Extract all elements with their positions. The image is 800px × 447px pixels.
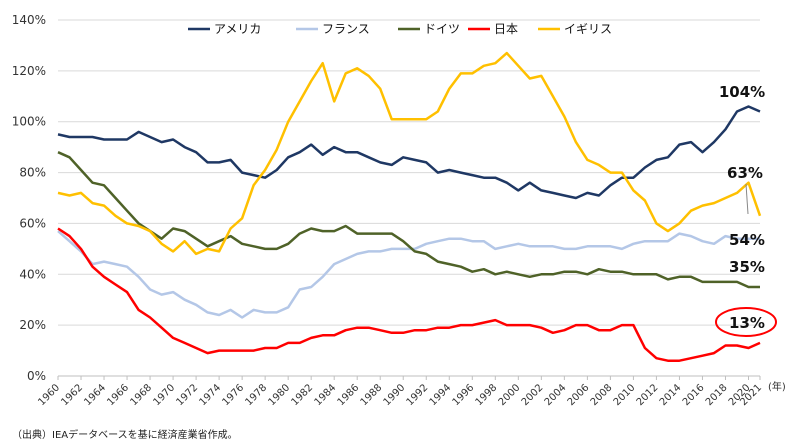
x-tick-label: 1996	[451, 382, 477, 408]
x-tick-label: 1968	[128, 382, 154, 408]
end-label: 54%	[729, 231, 765, 249]
x-tick-label: 1964	[82, 382, 108, 408]
series-line-ドイツ	[57, 151, 760, 289]
x-tick-label: 1988	[359, 382, 385, 408]
japan-highlight-ellipse	[715, 307, 777, 337]
y-tick-label: 120%	[12, 64, 46, 78]
legend-label: フランス	[322, 22, 370, 36]
x-tick-label: 1978	[243, 382, 269, 408]
end-label: 63%	[727, 164, 763, 182]
x-tick-label: 1990	[382, 382, 408, 408]
x-tick-label: 2016	[681, 382, 707, 408]
y-tick-label: 20%	[19, 318, 46, 332]
series-line-アメリカ	[57, 105, 761, 200]
legend-label: アメリカ	[214, 22, 261, 36]
x-tick-label: 1984	[313, 382, 339, 408]
y-tick-label: 100%	[12, 115, 46, 129]
x-tick-label: 1992	[405, 382, 431, 408]
x-tick-label: 1994	[428, 382, 454, 408]
x-tick-label: 2004	[543, 382, 569, 408]
uk-label-pointer	[745, 183, 749, 215]
end-label: 13%	[729, 314, 765, 332]
x-tick-label: 1966	[105, 382, 131, 408]
legend-label: ドイツ	[424, 22, 460, 36]
x-tick-label: 2000	[497, 382, 523, 408]
x-tick-label: 1974	[197, 382, 223, 408]
legend-label: 日本	[494, 22, 518, 36]
x-tick-label: 2002	[520, 382, 546, 408]
x-tick-label: 2006	[566, 382, 592, 408]
x-tick-label: 1998	[474, 382, 500, 408]
x-unit-label: (年)	[768, 380, 786, 393]
x-tick-label: 1970	[151, 382, 177, 408]
x-tick-label: 1962	[59, 382, 85, 408]
x-tick-label: 2008	[589, 382, 615, 408]
x-tick-label: 2014	[658, 382, 684, 408]
y-tick-label: 0%	[27, 369, 46, 383]
x-tick-label: 1986	[336, 382, 362, 408]
x-tick-label: 2018	[704, 382, 730, 408]
y-tick-label: 60%	[19, 216, 46, 230]
y-tick-label: 80%	[19, 166, 46, 180]
series-line-フランス	[57, 230, 760, 319]
x-tick-label: 1982	[290, 382, 316, 408]
end-label: 35%	[729, 258, 765, 276]
series-line-日本	[57, 227, 761, 362]
y-tick-label: 40%	[19, 267, 46, 281]
series-line-イギリス	[57, 51, 762, 256]
source-note: （出典）IEAデータベースを基に経済産業省作成。	[12, 430, 238, 441]
x-tick-label: 1980	[267, 382, 293, 408]
legend-label: イギリス	[564, 22, 612, 36]
x-tick-label: 1960	[36, 382, 62, 408]
x-tick-label: 2010	[612, 382, 638, 408]
x-tick-label: 2012	[635, 382, 661, 408]
y-tick-label: 140%	[12, 13, 46, 27]
x-tick-label: 1976	[220, 382, 246, 408]
x-tick-label: 1972	[174, 382, 200, 408]
end-label: 104%	[719, 83, 765, 101]
